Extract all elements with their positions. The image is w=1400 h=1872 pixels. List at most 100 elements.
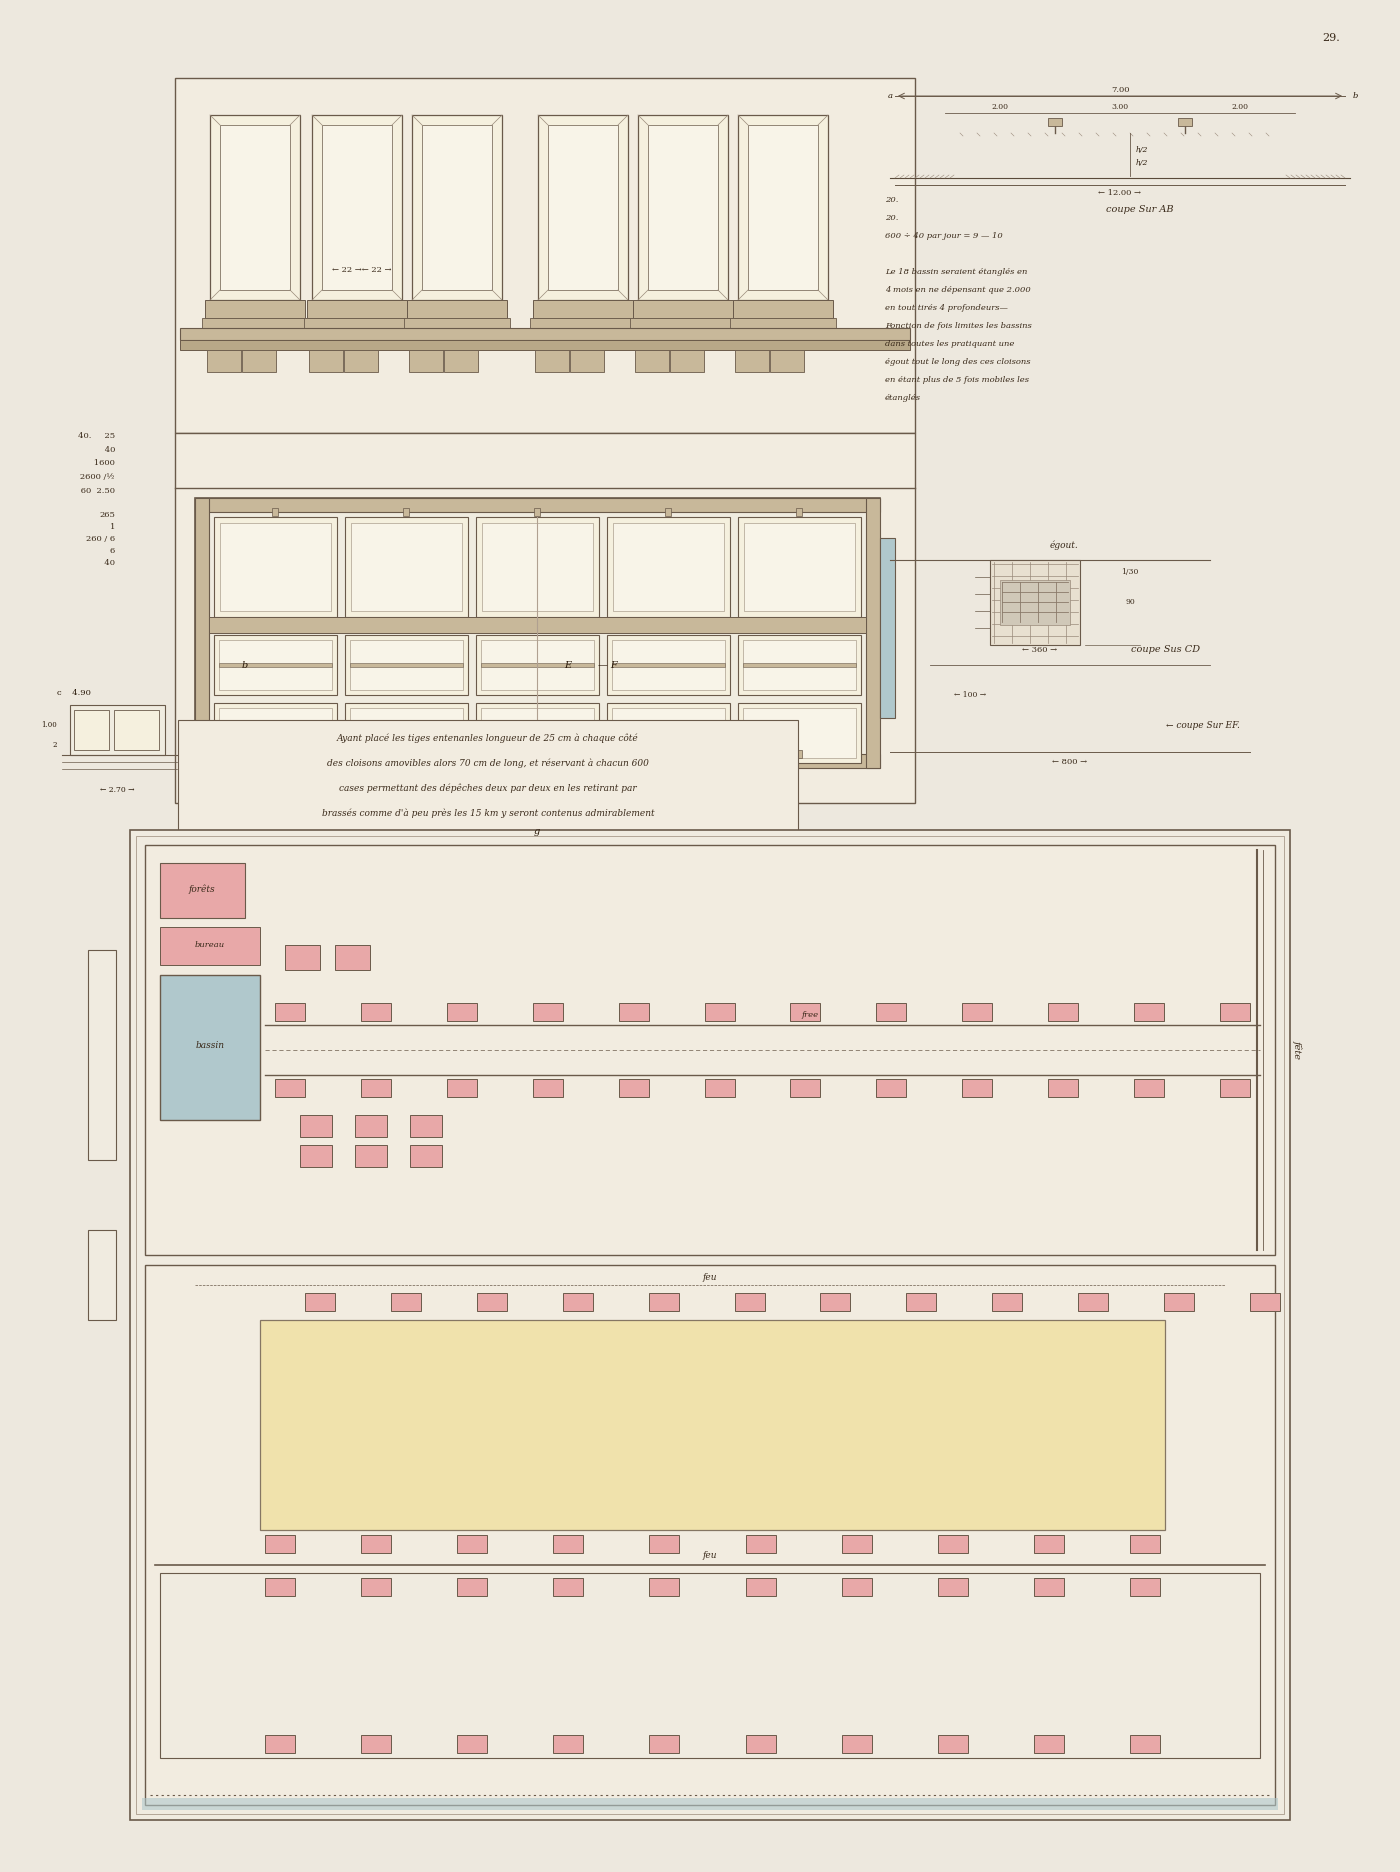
Bar	[476, 704, 599, 764]
Bar	[797, 507, 802, 517]
Bar	[797, 751, 802, 758]
Bar	[1033, 1535, 1064, 1554]
Bar	[738, 704, 861, 764]
Text: Ayant placé les tiges entenanles longueur de 25 cm à chaque côté: Ayant placé les tiges entenanles longueu…	[337, 734, 638, 743]
Bar	[477, 1294, 507, 1310]
Bar	[350, 640, 463, 691]
Text: 20.: 20.	[885, 213, 899, 223]
Bar	[403, 507, 409, 517]
Text: ← 22 →← 22 →: ← 22 →← 22 →	[332, 266, 392, 273]
Bar	[218, 663, 332, 666]
Bar	[735, 1294, 764, 1310]
Bar	[743, 522, 855, 610]
Text: — F: — F	[598, 661, 617, 670]
Bar	[409, 350, 442, 373]
Bar	[1049, 1078, 1078, 1097]
Text: des cloisons amovibles alors 70 cm de long, et réservant à chacun 600: des cloisons amovibles alors 70 cm de lo…	[328, 758, 650, 768]
Bar	[421, 125, 491, 290]
Bar	[608, 704, 729, 764]
Text: h/2: h/2	[1135, 159, 1148, 167]
Text: c    4.90: c 4.90	[57, 689, 91, 696]
Text: 60  2.50: 60 2.50	[64, 487, 115, 494]
Bar	[746, 1535, 776, 1554]
Bar	[361, 1078, 391, 1097]
Bar	[274, 1078, 305, 1097]
Text: étanglés: étanglés	[885, 393, 921, 402]
Bar	[210, 114, 300, 300]
Bar	[178, 721, 798, 841]
Bar	[70, 706, 165, 754]
Bar	[938, 1535, 967, 1554]
Bar	[202, 318, 308, 328]
Text: 7.00: 7.00	[1110, 86, 1130, 94]
Bar	[881, 537, 895, 719]
Text: 40: 40	[78, 560, 115, 567]
Bar	[312, 114, 402, 300]
Text: ← 12.00 →: ← 12.00 →	[1099, 189, 1141, 197]
Bar	[906, 1294, 937, 1310]
Text: E: E	[564, 661, 571, 670]
Text: 4 mois en ne dépensant que 2.000: 4 mois en ne dépensant que 2.000	[885, 286, 1030, 294]
Bar	[1078, 1294, 1109, 1310]
Bar	[286, 945, 321, 970]
Bar	[218, 708, 332, 758]
Text: coupe Sur AB: coupe Sur AB	[1106, 206, 1173, 215]
Bar	[195, 754, 881, 768]
Bar	[265, 1735, 295, 1752]
Text: g: g	[533, 827, 540, 835]
Bar	[361, 1735, 391, 1752]
Bar	[160, 1572, 1260, 1758]
Bar	[533, 1078, 563, 1097]
Bar	[350, 663, 463, 666]
Bar	[748, 125, 818, 290]
Bar	[746, 1735, 776, 1752]
Bar	[841, 1735, 872, 1752]
Bar	[553, 1535, 584, 1554]
Bar	[160, 863, 245, 917]
Bar	[447, 1078, 477, 1097]
Bar	[704, 1003, 735, 1020]
Text: b: b	[1352, 92, 1358, 99]
Bar	[204, 300, 305, 318]
Bar	[638, 114, 728, 300]
Bar	[361, 1578, 391, 1597]
Bar	[841, 1535, 872, 1554]
Bar	[146, 844, 1275, 1254]
Bar	[356, 1116, 386, 1136]
Bar	[1049, 118, 1063, 125]
Text: 3.00: 3.00	[1112, 103, 1128, 110]
Bar	[876, 1003, 906, 1020]
Bar	[612, 708, 725, 758]
Bar	[272, 507, 279, 517]
Bar	[181, 341, 910, 350]
Text: 40: 40	[81, 446, 115, 455]
Bar	[305, 1294, 335, 1310]
Bar	[335, 945, 370, 970]
Bar	[214, 704, 337, 764]
Text: Le 18 bassin seraient étanglés en: Le 18 bassin seraient étanglés en	[885, 268, 1028, 275]
Bar	[476, 517, 599, 618]
Text: égout.: égout.	[1050, 541, 1079, 550]
Bar	[309, 350, 343, 373]
Text: égout tout le long des ces cloisons: égout tout le long des ces cloisons	[885, 358, 1030, 367]
Text: feu: feu	[703, 1273, 717, 1282]
Bar	[458, 1578, 487, 1597]
Text: 2: 2	[53, 741, 57, 749]
Bar	[160, 975, 260, 1119]
Text: forêts: forêts	[189, 884, 216, 893]
Bar	[403, 751, 409, 758]
Bar	[993, 1294, 1022, 1310]
Bar	[665, 507, 671, 517]
Bar	[175, 79, 916, 432]
Text: bureau: bureau	[195, 942, 225, 949]
Text: ← 360 →: ← 360 →	[1022, 646, 1057, 653]
Bar	[146, 1265, 1275, 1805]
Text: 1600: 1600	[78, 459, 115, 466]
Text: ← coupe Sur EF.: ← coupe Sur EF.	[1166, 721, 1240, 730]
Polygon shape	[890, 678, 1250, 745]
Bar	[791, 1078, 820, 1097]
Bar	[630, 318, 736, 328]
Bar	[209, 618, 867, 633]
Bar	[531, 318, 636, 328]
Bar	[533, 300, 633, 318]
